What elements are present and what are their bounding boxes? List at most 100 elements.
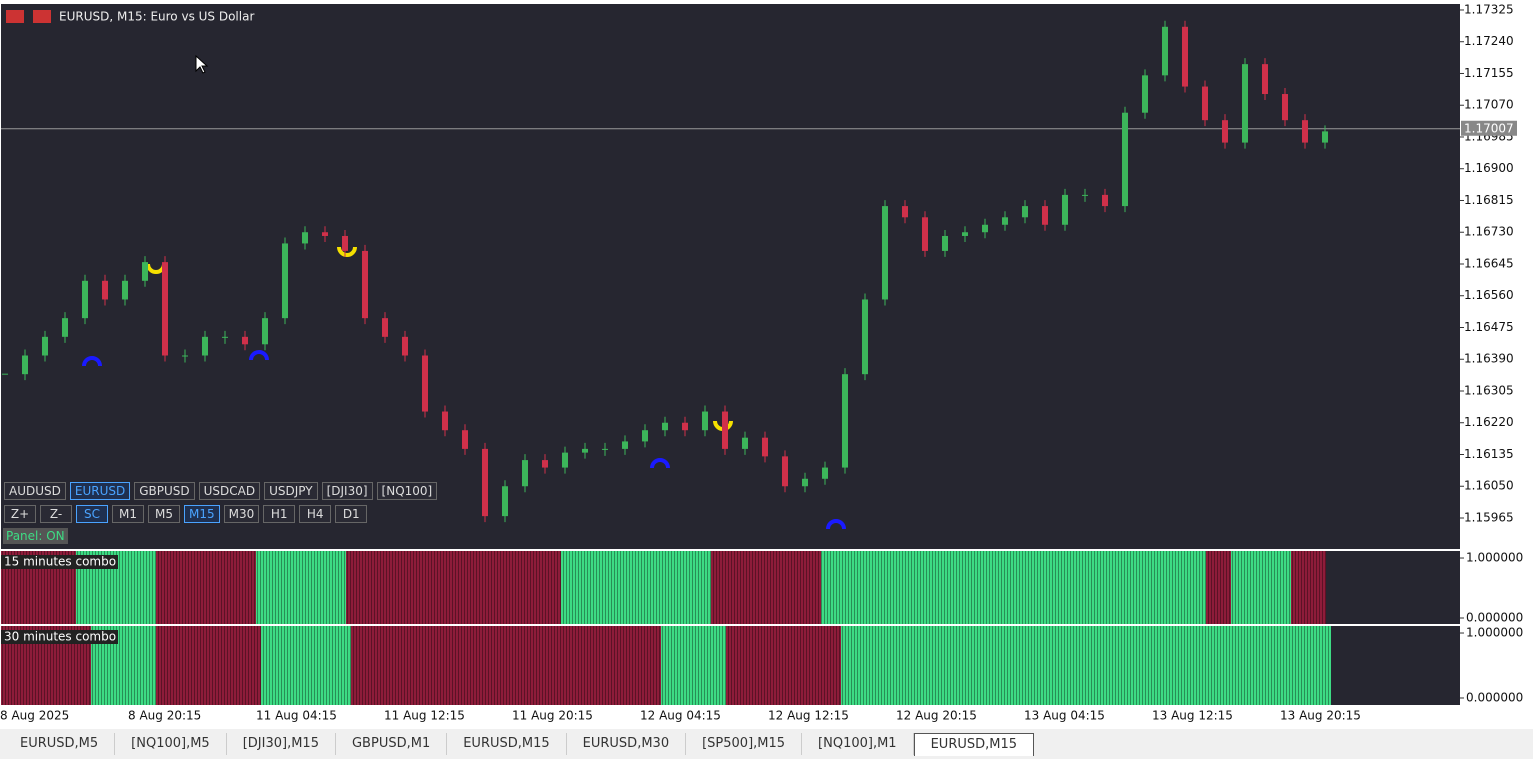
control-button[interactable]: H4 — [299, 505, 332, 523]
candle — [22, 355, 28, 375]
y-tick-label: 1.16305 — [1464, 383, 1514, 397]
candle — [402, 336, 408, 356]
state-bar-texture — [661, 626, 726, 705]
x-tick-label: 13 Aug 20:15 — [1280, 709, 1361, 723]
chart-tab[interactable]: EURUSD,M30 — [567, 733, 687, 755]
control-button[interactable]: M15 — [184, 505, 220, 523]
symbol-button[interactable]: [DJI30] — [321, 482, 373, 500]
x-tick-label: 12 Aug 20:15 — [896, 709, 977, 723]
state-bar-texture — [351, 626, 661, 705]
symbol-button[interactable]: GBPUSD — [134, 482, 195, 500]
candle — [642, 430, 648, 442]
control-button[interactable]: M30 — [223, 505, 260, 523]
chart-tab[interactable]: EURUSD,M15 — [913, 732, 1035, 756]
signal-icons — [82, 350, 846, 530]
y-tick-label: 1.000000 — [1466, 626, 1523, 640]
candle — [42, 336, 48, 356]
y-tick-label: 1.16815 — [1464, 193, 1514, 207]
symbol-button[interactable]: [NQ100] — [376, 482, 438, 500]
y-tick-label: 1.17325 — [1464, 2, 1514, 16]
candle — [842, 374, 848, 468]
candle — [922, 217, 928, 251]
candle — [962, 232, 968, 236]
y-tick-label: 1.17240 — [1464, 34, 1514, 48]
chart-tab[interactable]: EURUSD,M5 — [4, 733, 116, 755]
candle — [762, 437, 768, 457]
candle — [242, 336, 248, 345]
candle — [1242, 64, 1248, 143]
chart-tab[interactable]: [DJI30],M15 — [227, 733, 336, 755]
candle — [182, 355, 188, 357]
state-bar-texture — [821, 551, 1206, 624]
tab-bar: EURUSD,M5 [NQ100],M5 [DJI30],M15 GBPUSD,M1 E… — [0, 729, 1533, 759]
state-bar-texture — [156, 626, 261, 705]
symbol-bar: AUDUSD EURUSD GBPUSD USDCAD USDJPY [DJI30] [NQ… — [4, 482, 438, 500]
candle — [1222, 120, 1228, 143]
candle — [82, 280, 88, 319]
state-bar-texture — [1291, 551, 1326, 624]
state-bar-texture — [256, 551, 346, 624]
x-tick-label: 8 Aug 20:15 — [128, 709, 201, 723]
candle — [422, 355, 428, 412]
x-tick-label: 13 Aug 04:15 — [1024, 709, 1105, 723]
candle — [1322, 131, 1328, 143]
control-button[interactable]: M1 — [112, 505, 144, 523]
app-icon — [33, 10, 51, 23]
x-tick-label: 12 Aug 12:15 — [768, 709, 849, 723]
x-tick-label: 13 Aug 12:15 — [1152, 709, 1233, 723]
control-button[interactable]: M5 — [148, 505, 180, 523]
candle — [1062, 194, 1068, 225]
cursor — [195, 54, 209, 74]
y-tick-label: 0.000000 — [1466, 690, 1523, 704]
x-tick-label: 11 Aug 04:15 — [256, 709, 337, 723]
candle — [622, 441, 628, 449]
candle — [862, 299, 868, 375]
window-title: EURUSD, M15: Euro vs US Dollar — [59, 10, 254, 24]
candle — [722, 411, 728, 449]
candle — [202, 336, 208, 356]
candle — [1202, 86, 1208, 121]
chart-tab[interactable]: GBPUSD,M1 — [336, 733, 448, 755]
chart-tab[interactable]: [NQ100],M5 — [115, 733, 227, 755]
candle — [1042, 206, 1048, 225]
y-tick-label: 1.16135 — [1464, 447, 1514, 461]
candle — [1122, 112, 1128, 207]
symbol-button[interactable]: USDJPY — [264, 482, 318, 500]
candle — [902, 206, 908, 218]
symbol-button[interactable]: AUDUSD — [4, 482, 66, 500]
candle — [342, 235, 348, 251]
chart-tab[interactable]: [NQ100],M1 — [802, 733, 914, 755]
chart-tab[interactable]: EURUSD,M15 — [447, 733, 567, 755]
y-tick-label: 1.17155 — [1464, 66, 1514, 80]
candle — [262, 318, 268, 345]
candle — [382, 318, 388, 337]
candle — [322, 232, 328, 236]
current-price-label: 1.17007 — [1464, 121, 1514, 135]
candle — [662, 422, 668, 431]
control-button[interactable]: H1 — [263, 505, 296, 523]
symbol-button[interactable]: EURUSD — [69, 482, 131, 500]
symbol-button[interactable]: USDCAD — [198, 482, 261, 500]
candle — [882, 206, 888, 300]
control-button[interactable]: Z- — [40, 505, 72, 523]
chart-tab[interactable]: [SP500],M15 — [686, 733, 803, 755]
y-tick-label: 1.16475 — [1464, 320, 1514, 334]
pane-title-box — [1, 630, 118, 644]
candle — [522, 460, 528, 487]
candle — [1182, 26, 1188, 87]
control-button[interactable]: D1 — [335, 505, 368, 523]
candle — [1262, 64, 1268, 95]
candle — [122, 280, 128, 300]
panel-status[interactable]: Panel: ON — [3, 528, 68, 544]
control-button[interactable]: Z+ — [4, 505, 36, 523]
candle — [782, 456, 788, 487]
control-button[interactable]: SC — [76, 505, 108, 523]
candle — [1102, 194, 1108, 207]
candle — [282, 243, 288, 319]
candle — [362, 250, 368, 319]
price-pane — [1, 4, 1460, 549]
candle — [682, 422, 688, 431]
candle — [822, 467, 828, 479]
candle — [222, 336, 228, 338]
y-tick-label: 1.16730 — [1464, 225, 1514, 239]
